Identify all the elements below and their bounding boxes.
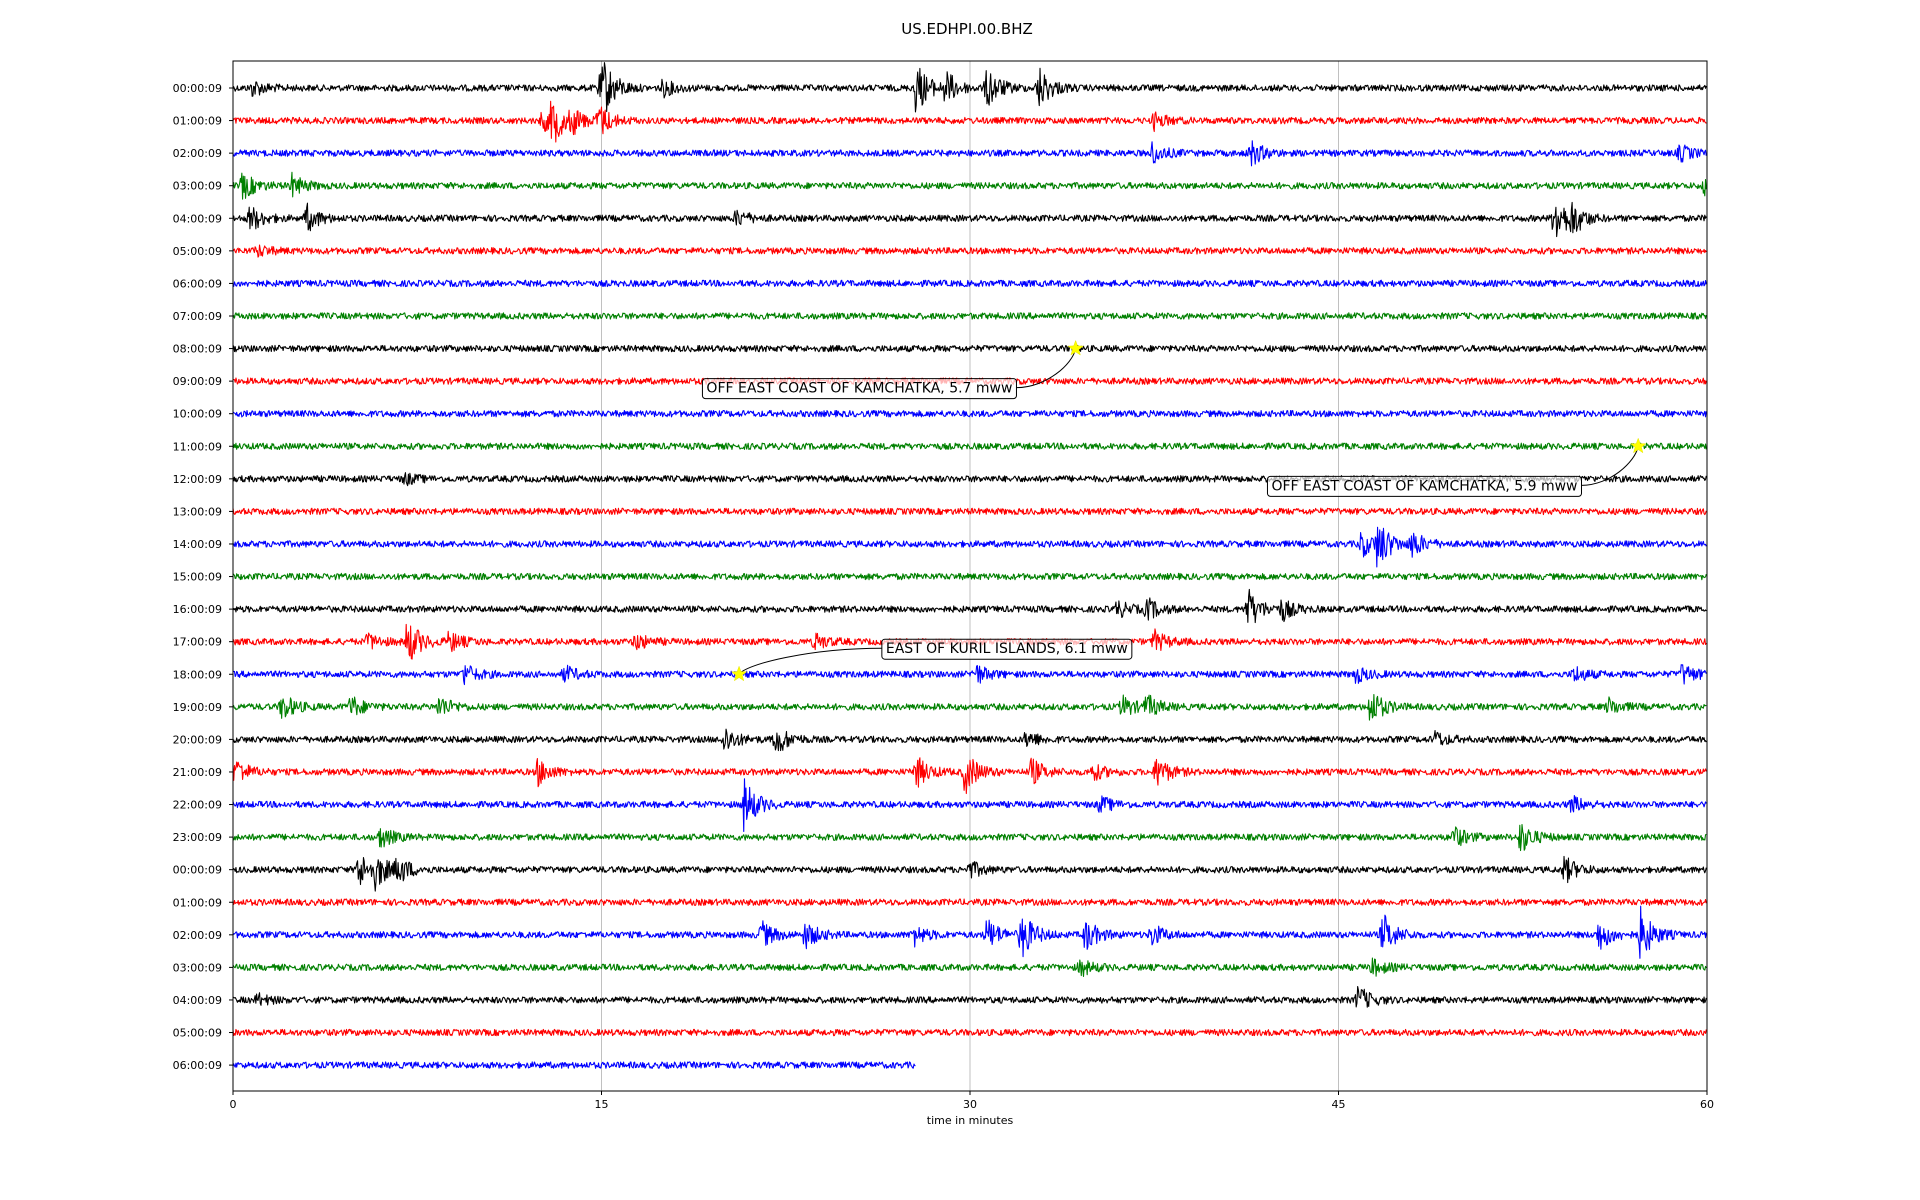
- annotation-label-2: EAST OF KURIL ISLANDS, 6.1 mww: [886, 641, 1128, 657]
- trace-row-0: [232, 62, 1707, 113]
- x-tick-label-1: 15: [595, 1098, 609, 1111]
- x-tick-label-2: 30: [963, 1098, 977, 1111]
- y-tick-label-16: 16:00:09: [173, 603, 222, 616]
- y-tick-label-2: 02:00:09: [173, 147, 222, 160]
- y-tick-label-8: 08:00:09: [173, 343, 222, 356]
- y-tick-label-4: 04:00:09: [173, 212, 222, 225]
- y-tick-label-19: 19:00:09: [173, 701, 222, 714]
- trace-row-19: [232, 694, 1707, 721]
- x-axis-label: time in minutes: [927, 1114, 1014, 1127]
- x-tick-label-3: 45: [1332, 1098, 1346, 1111]
- annotation-1: OFF EAST COAST OF KAMCHATKA, 5.9 mww: [1266, 437, 1647, 497]
- trace-row-15: [232, 572, 1707, 581]
- y-tick-label-17: 17:00:09: [173, 636, 222, 649]
- annotation-box-0: [701, 378, 1017, 400]
- annotation-connector-1: [1581, 446, 1639, 486]
- annotation-box-2: [881, 638, 1133, 660]
- y-tick-label-0: 00:00:09: [173, 82, 222, 95]
- y-tick-label-26: 02:00:09: [173, 929, 222, 942]
- trace-row-2: [232, 140, 1707, 167]
- y-tick-label-6: 06:00:09: [173, 277, 222, 290]
- trace-row-5: [232, 244, 1707, 258]
- y-tick-label-7: 07:00:09: [173, 310, 222, 323]
- y-tick-label-11: 11:00:09: [173, 440, 222, 453]
- y-tick-label-3: 03:00:09: [173, 180, 222, 193]
- trace-row-22: [232, 778, 1707, 832]
- y-tick-label-30: 06:00:09: [173, 1059, 222, 1072]
- y-tick-label-29: 05:00:09: [173, 1027, 222, 1040]
- y-tick-label-22: 22:00:09: [173, 799, 222, 812]
- y-tick-label-9: 09:00:09: [173, 375, 222, 388]
- y-tick-label-10: 10:00:09: [173, 408, 222, 421]
- trace-row-25: [232, 898, 1707, 906]
- trace-row-11: [232, 442, 1707, 451]
- trace-row-29: [232, 1028, 1707, 1037]
- trace-row-1: [232, 100, 1707, 143]
- y-tick-label-24: 00:00:09: [173, 864, 222, 877]
- annotation-label-0: OFF EAST COAST OF KAMCHATKA, 5.7 mww: [706, 381, 1012, 397]
- annotation-label-1: OFF EAST COAST OF KAMCHATKA, 5.9 mww: [1271, 478, 1577, 494]
- x-tick-label-0: 0: [230, 1098, 237, 1111]
- trace-row-27: [232, 957, 1707, 978]
- y-tick-label-1: 01:00:09: [173, 115, 222, 128]
- trace-row-26: [232, 905, 1707, 959]
- trace-row-21: [232, 757, 1707, 795]
- annotation-connector-2: [738, 647, 882, 675]
- x-tick-label-4: 60: [1700, 1098, 1714, 1111]
- trace-row-7: [232, 312, 1707, 320]
- trace-row-24: [232, 855, 1707, 892]
- plot-frame: [232, 60, 1708, 1092]
- trace-row-6: [232, 279, 1707, 288]
- x-tick-labels: 0 15 30 45 60: [230, 1091, 1714, 1111]
- y-tick-label-21: 21:00:09: [173, 766, 222, 779]
- y-tick-label-25: 01:00:09: [173, 896, 222, 909]
- annotation-box-1: [1266, 475, 1582, 497]
- trace-row-16: [232, 588, 1707, 624]
- y-tick-label-18: 18:00:09: [173, 668, 222, 681]
- y-tick-label-5: 05:00:09: [173, 245, 222, 258]
- y-tick-label-23: 23:00:09: [173, 831, 222, 844]
- trace-row-20: [232, 728, 1707, 752]
- y-tick-label-28: 04:00:09: [173, 994, 222, 1007]
- event-annotations: OFF EAST COAST OF KAMCHATKA, 5.7 mww OFF …: [701, 339, 1647, 682]
- trace-row-23: [232, 824, 1707, 852]
- trace-row-13: [232, 507, 1707, 516]
- y-tick-labels: 00:00:09 01:00:09 02:00:09 03:00:09 04:00:09…: [173, 82, 233, 1072]
- annotation-2: EAST OF KURIL ISLANDS, 6.1 mww: [730, 638, 1133, 682]
- trace-row-4: [232, 201, 1707, 238]
- trace-row-14: [232, 526, 1707, 568]
- trace-row-3: [232, 171, 1707, 200]
- trace-row-18: [232, 664, 1707, 686]
- event-star-icon-0: [1067, 339, 1084, 356]
- y-tick-label-14: 14:00:09: [173, 538, 222, 551]
- event-star-icon-2: [730, 665, 748, 682]
- annotation-0: OFF EAST COAST OF KAMCHATKA, 5.7 mww: [701, 339, 1084, 400]
- trace-row-28: [232, 985, 1707, 1008]
- trace-row-30: [232, 1061, 916, 1069]
- y-tick-label-13: 13:00:09: [173, 505, 222, 518]
- chart-title: US.EDHPI.00.BHZ: [901, 20, 1033, 38]
- trace-row-8: [232, 344, 1707, 353]
- y-tick-label-27: 03:00:09: [173, 961, 222, 974]
- y-tick-label-20: 20:00:09: [173, 733, 222, 746]
- y-tick-label-15: 15:00:09: [173, 571, 222, 584]
- event-star-icon-1: [1629, 437, 1647, 454]
- y-tick-label-12: 12:00:09: [173, 473, 222, 486]
- trace-row-10: [232, 409, 1707, 418]
